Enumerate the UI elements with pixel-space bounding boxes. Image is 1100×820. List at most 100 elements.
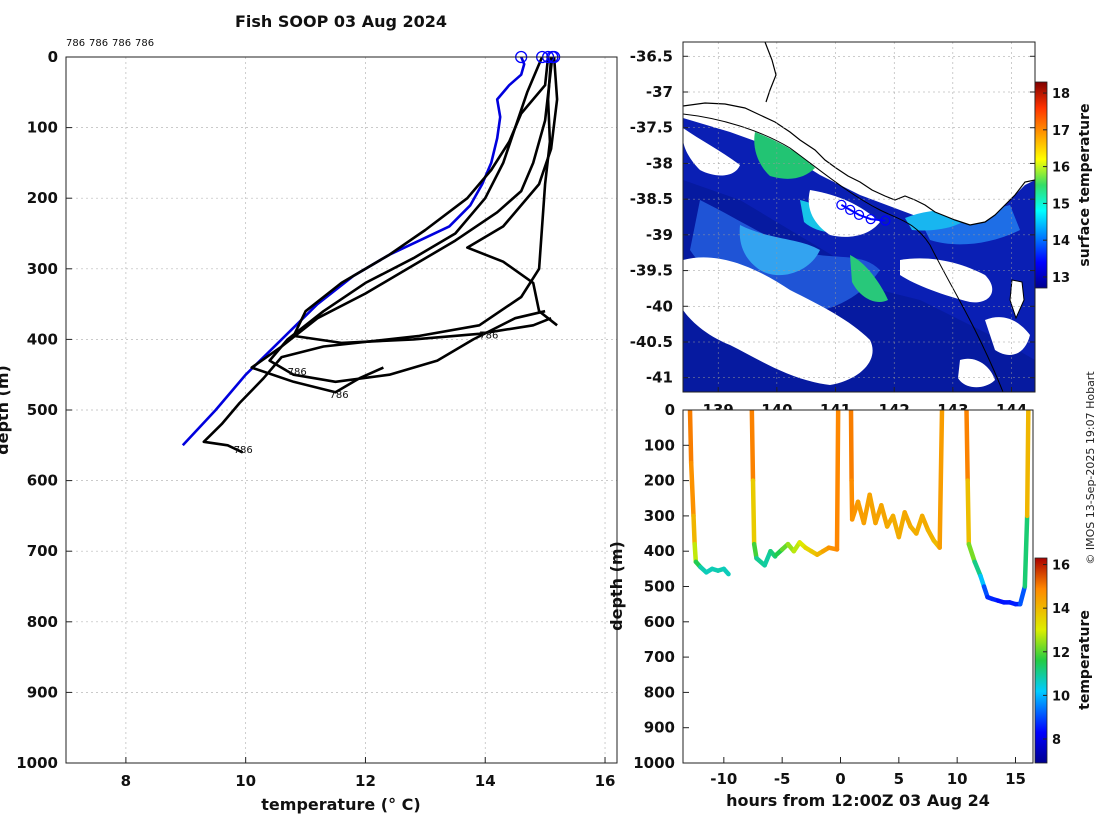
profile-point-label-3: 786 [234, 445, 253, 456]
profile-y-tick-label-4: 400 [27, 330, 58, 348]
section-plot-area [683, 410, 1033, 763]
profile-point-label-2: 786 [330, 390, 349, 401]
profile-y-tick-label-1: 100 [27, 119, 58, 137]
section-y-tick-label-4: 400 [644, 542, 675, 560]
section-y-tick-label-10: 1000 [633, 754, 675, 772]
section-colorbar-tick-label-3: 14 [1052, 602, 1070, 617]
profile-x-axis-label: temperature (° C) [261, 795, 420, 814]
section-cast-2-segment-11 [834, 410, 841, 552]
section-cast-4-segment-14 [1022, 513, 1030, 589]
map-track-point-3 [865, 213, 876, 225]
map-y-tick-label-7: -40 [646, 297, 673, 315]
section-x-tick-label-3: 5 [894, 770, 904, 788]
profile-x-tick-label-0: 8 [121, 772, 131, 790]
section-y-tick-label-0: 0 [665, 401, 675, 419]
section-colorbar-tick-label-0: 8 [1052, 733, 1061, 748]
section-y-tick-label-5: 500 [644, 578, 675, 596]
section-x-tick-label-5: 15 [1005, 770, 1026, 788]
section-cast-1-segment-2 [750, 478, 757, 547]
figure-title: Fish SOOP 03 Aug 2024 [235, 12, 447, 31]
section-colorbar-tick-label-1: 10 [1052, 689, 1070, 704]
profile-point-label-1: 786 [288, 367, 307, 378]
profile-point-label-0: 786 [479, 330, 498, 341]
map-colorbar-ticks: 13 14 15 16 17 18 [1043, 87, 1070, 286]
section-cast-4-segment-4 [972, 559, 983, 579]
section-y-tick-label-2: 200 [644, 472, 675, 490]
section-cast-4-segment-2 [965, 478, 972, 547]
profile-top-label-3: 786 [135, 38, 154, 49]
map-colorbar-tick-label-4: 17 [1052, 124, 1070, 139]
section-cast-1-segment-3 [751, 541, 759, 561]
section-colorbar-ticks: 8 10 12 14 16 [1043, 559, 1070, 748]
profile-y-tick-label-8: 800 [27, 613, 58, 631]
section-colorbar-tick-label-4: 16 [1052, 559, 1070, 574]
section-cast-3-segment-15 [919, 513, 931, 533]
profile-top-labels: 786 786 786 786 [66, 38, 154, 49]
section-cast-4-segment-15 [1024, 410, 1031, 519]
profile-plot: 786 786 786 786 8 10 12 14 16 0 100 200 300 400 500 6… [0, 38, 618, 814]
map-coastline-inlet [764, 42, 777, 103]
climatology-line [181, 57, 526, 447]
credit-text: © IMOS 13-Sep-2025 19:07 Hobart [1084, 371, 1097, 565]
section-cast-3-segment-18 [937, 410, 945, 550]
section-y-tick-label-3: 300 [644, 507, 675, 525]
section-cast-3-segment-11 [896, 510, 907, 540]
profile-line-4 [250, 57, 554, 394]
map-colorbar-tick-label-0: 13 [1052, 271, 1070, 286]
map-colorbar-label: surface temperature [1077, 103, 1093, 266]
map-coastline [683, 102, 1035, 226]
section-cast-0-segment-10 [721, 566, 731, 577]
map-y-tick-label-1: -37 [646, 83, 673, 101]
profile-y-tick-label-7: 700 [27, 542, 58, 560]
section-cast-4-segment-13 [1017, 584, 1028, 607]
profile-y-tick-label-10: 1000 [16, 754, 58, 772]
map-cloud-2 [808, 190, 880, 237]
map-sst-light [739, 225, 820, 276]
map-track-point-0 [836, 199, 847, 211]
map-cloud-5 [985, 317, 1030, 355]
profile-top-label-1: 786 [89, 38, 108, 49]
map-y-tick-label-6: -39.5 [630, 262, 673, 280]
map-cloud-3 [900, 258, 993, 303]
profile-y-tick-label-6: 600 [27, 472, 58, 490]
map-y-tick-label-3: -38 [646, 154, 673, 172]
section-y-tick-label-8: 800 [644, 683, 675, 701]
section-x-tick-label-4: 10 [947, 770, 968, 788]
map-track-point-2 [853, 209, 865, 221]
profile-line-3 [292, 57, 552, 345]
profile-x-tick-label-3: 14 [475, 772, 496, 790]
profile-y-tick-label-5: 500 [27, 401, 58, 419]
section-cast-4-segment-1 [964, 410, 970, 483]
map-cloud-4 [683, 128, 740, 176]
section-y-axis-label: depth (m) [607, 541, 626, 631]
map-y-tick-label-0: -36.5 [630, 47, 673, 65]
section-cast-0-segment-3 [691, 513, 697, 547]
profile-x-tick-label-2: 12 [355, 772, 376, 790]
section-colorbar-tick-label-2: 12 [1052, 646, 1070, 661]
section-y-tick-label-7: 700 [644, 648, 675, 666]
section-casts [687, 410, 1031, 607]
section-colorbar-label: temperature [1077, 610, 1093, 710]
map-y-tick-label-4: -38.5 [630, 190, 673, 208]
map-track-point-1 [845, 204, 856, 216]
profile-top-label-2: 786 [112, 38, 131, 49]
profile-x-label-text: temperature (° C) [261, 795, 420, 814]
profile-y-ticks: 0 100 200 300 400 500 600 700 800 900 1000 [16, 48, 72, 772]
map-colorbar [1034, 81, 1048, 289]
map-track-point-4 [880, 215, 891, 226]
section-x-axis-label: hours from 12:00Z 03 Aug 24 [726, 791, 990, 810]
profile-point-labels: 786 786 786 786 [234, 330, 499, 455]
profile-y-tick-label-0: 0 [48, 48, 58, 66]
map-y-ticks: -36.5 -37 -37.5 -38 -38.5 -39 -39.5 -40 -40.5 -41 [630, 47, 1035, 387]
surface-map: -36.5 -37 -37.5 -38 -38.5 -39 -39.5 -40 -40.5 -41… [630, 41, 1093, 419]
section-x-tick-label-0: -10 [710, 770, 737, 788]
section-cast-1-segment-1 [749, 410, 756, 483]
profile-x-ticks: 8 10 12 14 16 [121, 757, 615, 790]
section-plot: -10 -5 0 5 10 15 0 100 200 300 400 500 600 700 800 900… [607, 401, 1093, 810]
map-sst-green-coast [754, 132, 815, 179]
profile-y-tick-label-9: 900 [27, 683, 58, 701]
section-cast-0-segment-1 [687, 410, 694, 466]
map-y-tick-label-9: -41 [646, 369, 673, 387]
map-cloud-1 [683, 257, 873, 385]
section-y-tick-label-6: 600 [644, 613, 675, 631]
